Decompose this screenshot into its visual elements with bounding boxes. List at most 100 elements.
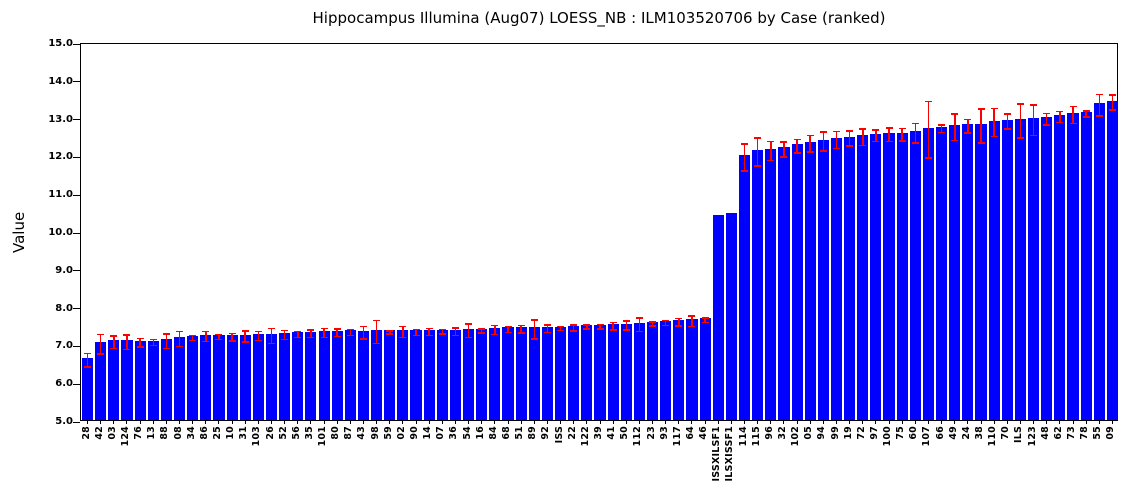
x-axis-tick: [113, 421, 115, 424]
error-bar-line: [1019, 104, 1022, 139]
x-axis-tick: [809, 421, 811, 424]
bar: [673, 320, 685, 420]
error-bar-line: [927, 101, 930, 159]
bar: [555, 326, 567, 420]
error-bar-top-cap: [885, 127, 893, 129]
error-bar-bottom-cap: [885, 140, 893, 143]
x-axis-tick-label: 96: [763, 426, 775, 440]
x-axis-tick: [454, 421, 456, 424]
x-axis-tick: [941, 421, 943, 424]
x-axis-tick-label: 115: [750, 426, 762, 447]
x-axis-tick: [875, 421, 877, 424]
bar: [476, 328, 488, 420]
bar: [384, 330, 396, 420]
x-axis-tick: [1085, 421, 1087, 424]
bar: [1028, 118, 1040, 420]
error-bar-top-cap: [806, 134, 814, 137]
x-axis-tick-label: 59: [382, 426, 394, 440]
error-bar-top-cap: [846, 130, 854, 132]
x-axis-tick-label: 87: [343, 426, 355, 440]
x-axis-tick-label: 39: [593, 426, 604, 440]
error-bar-top-cap: [570, 324, 578, 326]
x-axis-tick-label: 46: [698, 426, 710, 440]
x-axis-tick: [730, 421, 732, 424]
y-axis-tick-label: 7.0: [55, 340, 73, 352]
error-bar-bottom-cap: [951, 139, 959, 142]
error-bar-line: [559, 326, 562, 331]
x-axis-tick-label: 97: [868, 426, 880, 440]
error-bar-line: [1059, 111, 1061, 123]
bar: [305, 331, 317, 420]
error-bar-line: [402, 326, 404, 338]
error-bar-top-cap: [1108, 94, 1116, 96]
error-bar-line: [940, 124, 943, 133]
error-bar-bottom-cap: [491, 333, 499, 336]
error-bar-line: [1098, 94, 1101, 116]
x-axis-tick-label: ISS: [553, 426, 565, 444]
x-axis-tick: [507, 421, 509, 424]
error-bar-line: [415, 329, 417, 336]
error-bar-line: [612, 322, 614, 331]
error-bar-top-cap: [1069, 105, 1077, 108]
y-axis-tick: [73, 119, 80, 121]
error-bar-bottom-cap: [819, 150, 827, 152]
error-bar-line: [494, 325, 496, 335]
x-axis-tick-label: 89: [527, 426, 539, 440]
bar: [213, 334, 225, 420]
error-bar-line: [336, 329, 338, 337]
error-bar-line: [389, 330, 391, 334]
x-axis-tick-label: ISSXILSF1: [711, 426, 723, 482]
bar: [147, 340, 159, 420]
x-axis-tick: [87, 421, 89, 424]
bar: [515, 327, 527, 420]
bar: [134, 340, 146, 420]
x-axis-tick-label: 72: [855, 426, 867, 440]
bar: [449, 329, 462, 420]
error-bar-bottom-cap: [1003, 128, 1011, 130]
x-axis-tick-label: 50: [619, 426, 631, 440]
error-bar-top-cap: [84, 352, 92, 355]
bar: [357, 330, 370, 420]
x-axis-tick-label: 52: [277, 426, 289, 440]
bar: [975, 124, 987, 420]
error-bar-bottom-cap: [780, 156, 788, 158]
x-axis-tick: [954, 421, 956, 424]
x-axis-tick-label: 114: [737, 426, 749, 447]
x-axis-tick: [1046, 421, 1048, 424]
error-bar-bottom-cap: [517, 332, 525, 334]
error-bar-line: [743, 143, 746, 171]
error-bar-bottom-cap: [741, 170, 749, 172]
error-bar-line: [796, 139, 798, 153]
bar: [936, 126, 948, 420]
x-axis-tick: [310, 421, 312, 424]
error-bar-bottom-cap: [570, 330, 578, 332]
bar: [791, 144, 803, 420]
x-axis-tick: [1059, 421, 1061, 424]
error-bar-line: [283, 330, 286, 340]
x-axis-tick-label: 75: [895, 426, 907, 440]
y-axis-tick-label: 15.0: [48, 38, 73, 49]
error-bar-bottom-cap: [399, 336, 407, 339]
error-bar-top-cap: [688, 315, 696, 317]
y-axis-tick: [73, 345, 80, 347]
x-axis-tick: [533, 421, 535, 424]
bar: [607, 324, 619, 420]
error-bar-line: [901, 128, 903, 142]
bar: [778, 147, 790, 420]
error-bar-line: [848, 130, 851, 147]
x-axis-tick-label: 56: [290, 426, 302, 440]
x-axis-tick-label: 80: [330, 426, 342, 440]
x-axis-tick: [573, 421, 575, 424]
bar: [397, 330, 409, 420]
error-bar-top-cap: [517, 324, 525, 327]
x-axis-tick-label: 73: [1066, 426, 1077, 440]
x-axis-tick-label: 03: [106, 426, 118, 440]
error-bar-top-cap: [793, 138, 801, 140]
x-axis-tick: [297, 421, 299, 424]
bar: [660, 320, 672, 420]
bar: [1014, 119, 1026, 420]
y-axis-tick: [73, 270, 80, 272]
x-axis-tick: [271, 421, 273, 424]
bar: [949, 125, 961, 420]
y-axis-tick: [73, 421, 80, 423]
